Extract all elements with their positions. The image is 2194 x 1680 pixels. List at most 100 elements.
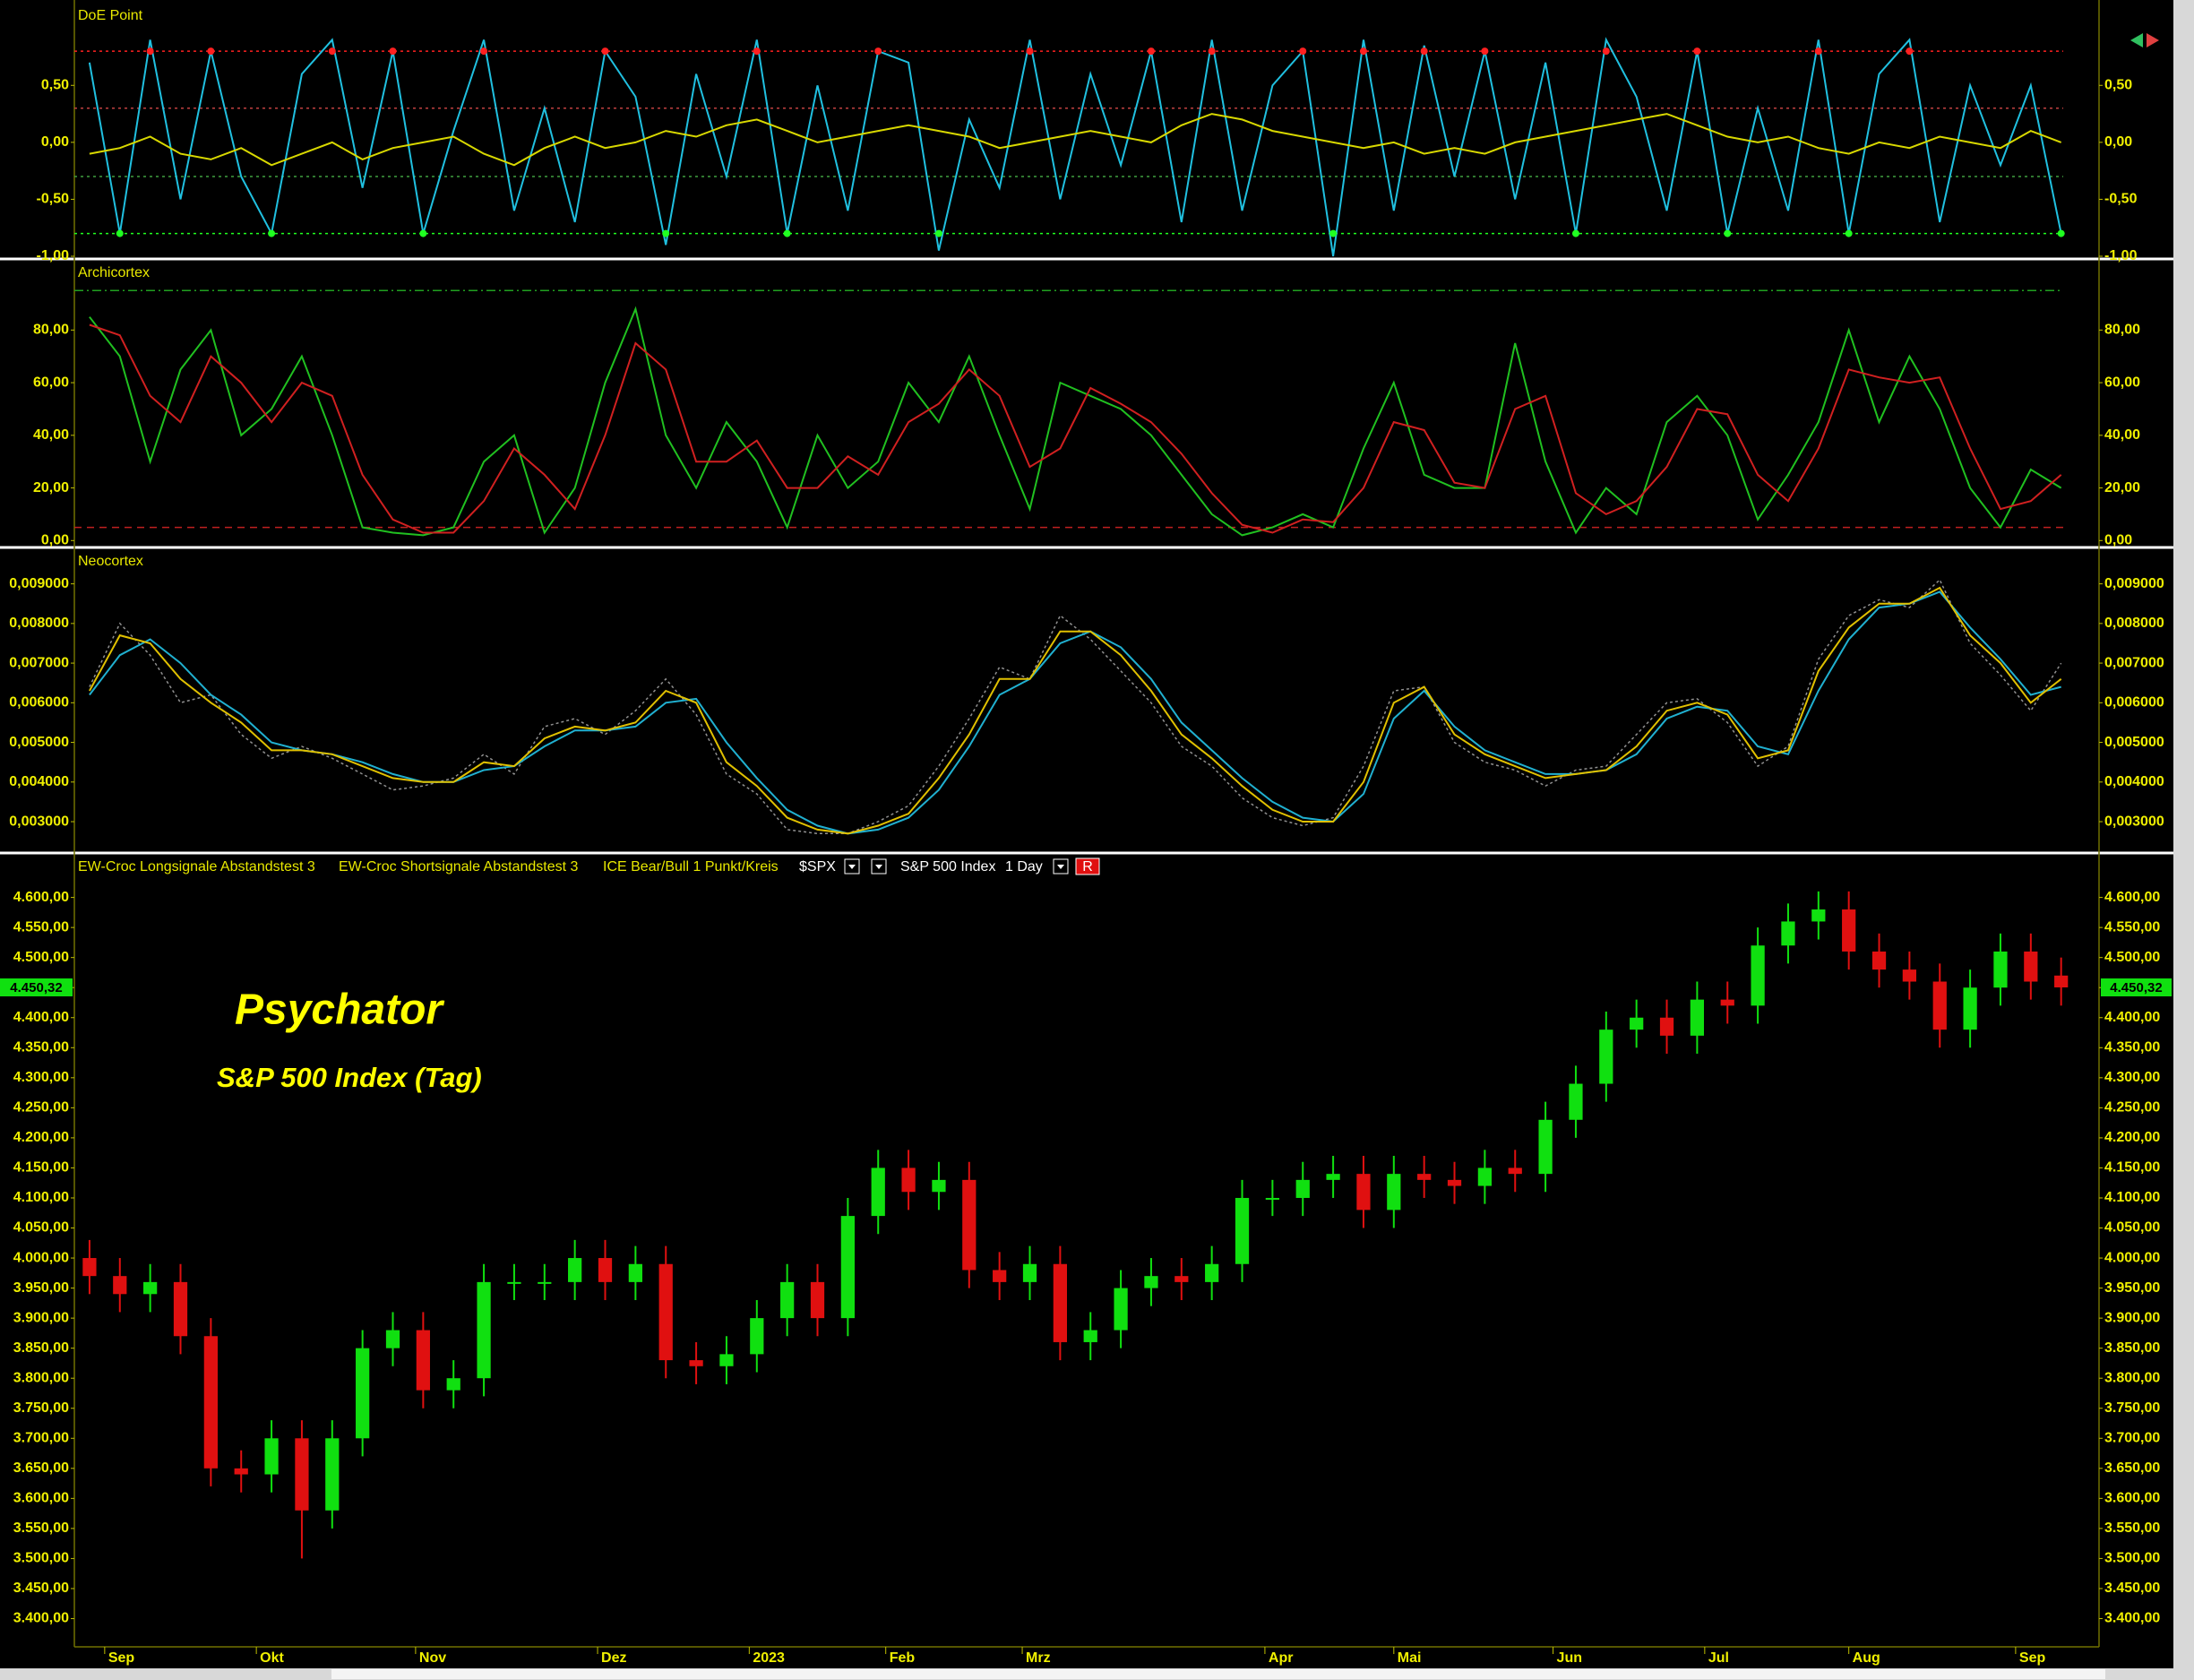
signal-dot xyxy=(1906,47,1914,56)
header-item[interactable]: R xyxy=(1082,859,1093,874)
y-tick-label-right: 20,00 xyxy=(2104,480,2140,495)
x-tick-label: Mrz xyxy=(1026,1650,1051,1666)
candle-body xyxy=(113,1276,127,1295)
signal-dot xyxy=(1299,47,1307,56)
candle-body xyxy=(1022,1263,1037,1282)
top-right-icon[interactable] xyxy=(2130,33,2159,47)
y-tick-label: 3.850,00 xyxy=(13,1340,69,1356)
candle-body xyxy=(901,1167,916,1193)
candle-body xyxy=(446,1378,460,1391)
y-tick-label-right: 0,009000 xyxy=(2104,576,2164,591)
header-item[interactable]: 1 Day xyxy=(1005,859,1043,874)
candle-body xyxy=(477,1281,491,1379)
y-tick-label-right: 3.800,00 xyxy=(2104,1370,2160,1385)
candle-body xyxy=(780,1281,795,1319)
y-tick-label-right: 3.450,00 xyxy=(2104,1581,2160,1596)
candle-body xyxy=(962,1179,977,1271)
panel: 0,009000 0,009000 0,008000 0,008000 0,007000… xyxy=(9,554,2164,835)
candle-body xyxy=(1326,1174,1340,1180)
y-tick-label-right: 60,00 xyxy=(2104,375,2140,390)
panel: 80,00 80,00 60,00 60,00 40,00 40,00 20,00 20,00… xyxy=(33,265,2140,547)
signal-dot xyxy=(146,47,154,56)
scroll-thumb[interactable] xyxy=(331,1669,2105,1679)
y-tick-label: -0,50 xyxy=(37,192,70,207)
signal-dot xyxy=(1602,47,1610,56)
y-tick-label: 0,005000 xyxy=(9,735,69,750)
y-tick-label: 3.550,00 xyxy=(13,1521,69,1536)
header-item[interactable]: $SPX xyxy=(799,859,836,874)
y-tick-label: 4.150,00 xyxy=(13,1160,69,1176)
signal-dot xyxy=(1481,47,1489,56)
series-line xyxy=(89,586,2062,835)
header-item: EW-Croc Shortsignale Abstandstest 3 xyxy=(339,859,578,874)
header-item[interactable]: S&P 500 Index xyxy=(900,859,995,874)
y-tick-label: 3.500,00 xyxy=(13,1551,69,1566)
y-tick-label-right: 4.350,00 xyxy=(2104,1040,2160,1055)
signal-dot xyxy=(601,47,609,56)
x-tick-label: Mai xyxy=(1398,1650,1422,1666)
y-tick-label: 3.600,00 xyxy=(13,1491,69,1506)
signal-dot xyxy=(268,229,276,237)
candle-body xyxy=(1569,1083,1583,1120)
candle-body xyxy=(264,1438,279,1475)
signal-dot xyxy=(328,47,336,56)
y-tick-label: 3.950,00 xyxy=(13,1280,69,1296)
y-tick-label: 4.600,00 xyxy=(13,890,69,905)
vertical-scrollbar[interactable] xyxy=(2173,0,2194,1680)
y-tick-label: 0,008000 xyxy=(9,616,69,631)
candle-body xyxy=(568,1258,582,1282)
dropdown[interactable] xyxy=(844,858,860,874)
series-line xyxy=(88,37,2062,257)
y-tick-label-right: -0,50 xyxy=(2104,192,2138,207)
signal-dot xyxy=(874,47,882,56)
y-tick-label: 4.000,00 xyxy=(13,1250,69,1265)
panel-title: DoE Point xyxy=(78,8,143,23)
candle-body xyxy=(1114,1288,1128,1331)
y-tick-label: 0,00 xyxy=(41,533,69,548)
candle-body xyxy=(1447,1179,1462,1186)
y-tick-label: 4.350,00 xyxy=(13,1040,69,1055)
last-price-tag-label: 4.450,32 xyxy=(10,980,62,995)
dropdown[interactable] xyxy=(871,858,887,874)
candle-body xyxy=(173,1281,188,1337)
candle-body xyxy=(1720,999,1734,1006)
dropdown[interactable] xyxy=(1053,858,1069,874)
x-tick-label: Sep xyxy=(2019,1650,2046,1666)
y-tick-label: 20,00 xyxy=(33,480,69,495)
y-tick-label: -1,00 xyxy=(37,248,70,263)
series-line xyxy=(89,323,2062,534)
x-tick-label: Sep xyxy=(108,1650,135,1666)
x-tick-label: Jun xyxy=(1557,1650,1582,1666)
candle-body xyxy=(143,1281,158,1295)
candle-body xyxy=(1235,1197,1250,1264)
chart-subtitle: S&P 500 Index (Tag) xyxy=(217,1062,482,1093)
y-tick-label-right: 3.950,00 xyxy=(2104,1280,2160,1296)
x-tick-label: Jul xyxy=(1708,1650,1729,1666)
panel-separators xyxy=(0,257,2173,855)
y-tick-label-right: 80,00 xyxy=(2104,323,2140,338)
arrow-icon xyxy=(2130,33,2143,47)
y-tick-label: 0,009000 xyxy=(9,576,69,591)
candle-body xyxy=(325,1438,340,1511)
candle-body xyxy=(295,1438,309,1511)
y-tick-label: 3.800,00 xyxy=(13,1370,69,1385)
y-tick-label: 80,00 xyxy=(33,323,69,338)
y-tick-label: 4.300,00 xyxy=(13,1070,69,1085)
y-tick-label-right: 4.000,00 xyxy=(2104,1250,2160,1265)
candle-body xyxy=(82,1258,97,1277)
signal-dot xyxy=(934,229,942,237)
signal-dot xyxy=(1147,47,1155,56)
candle-body xyxy=(2024,951,2038,982)
header-box xyxy=(1075,857,1100,875)
y-tick-label: 0,004000 xyxy=(9,774,69,789)
signal-dot xyxy=(1420,47,1428,56)
y-tick-label: 4.100,00 xyxy=(13,1190,69,1205)
x-tick-label: 2023 xyxy=(753,1650,785,1666)
candle-body xyxy=(932,1179,946,1193)
last-price-tag-right-label: 4.450,32 xyxy=(2110,980,2162,995)
header-item: EW-Croc Longsignale Abstandstest 3 xyxy=(78,859,315,874)
y-tick-label: 3.650,00 xyxy=(13,1460,69,1476)
y-tick-label-right: -1,00 xyxy=(2104,248,2138,263)
